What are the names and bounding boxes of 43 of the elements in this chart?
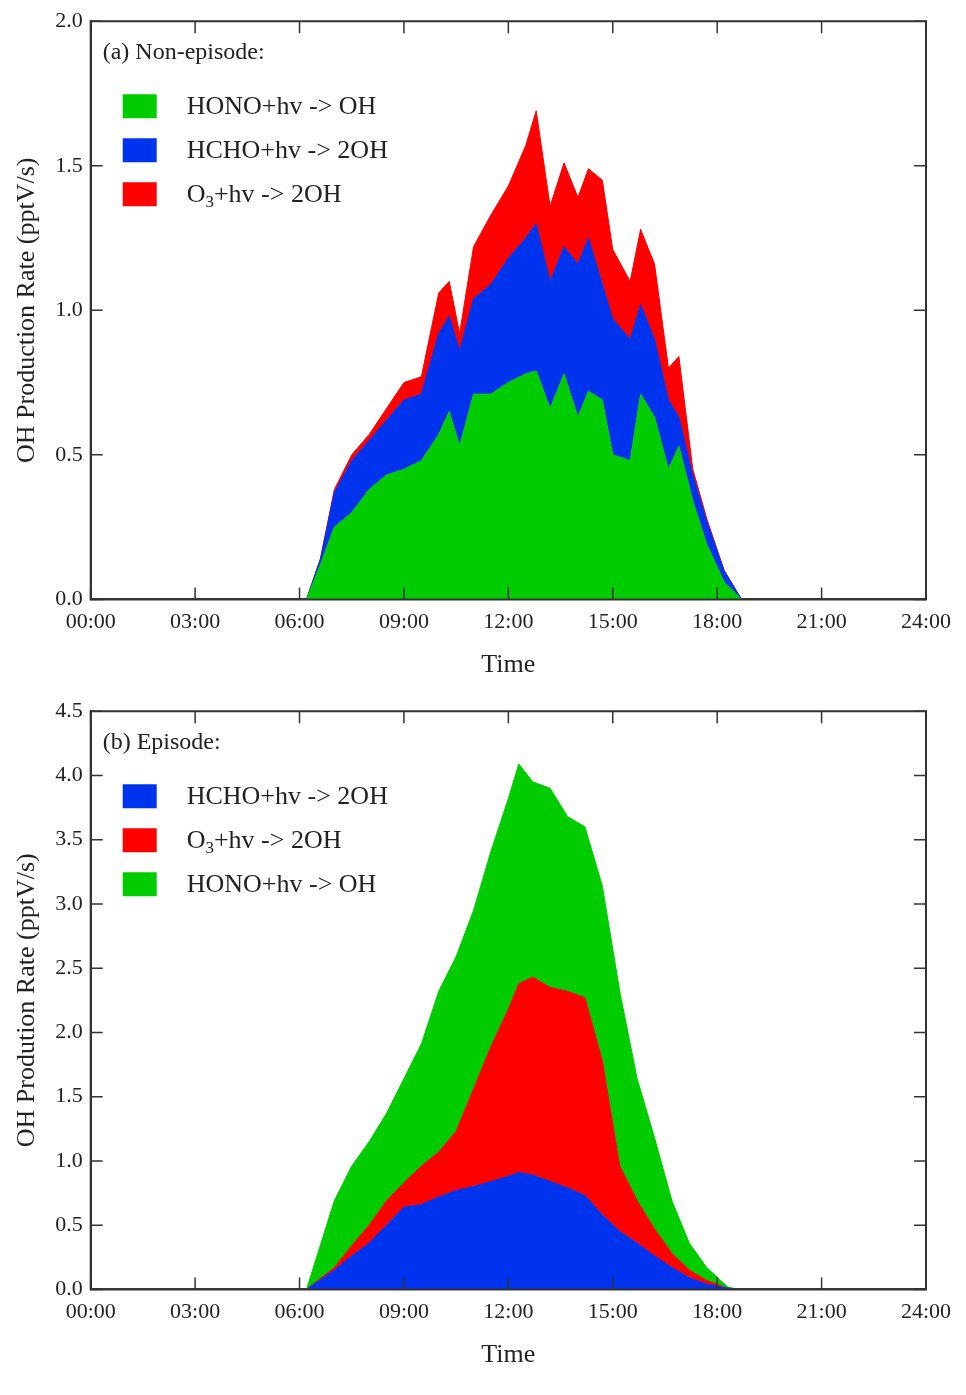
x-tick-label: 24:00 — [900, 1298, 952, 1324]
y-tick-label: 0.5 — [55, 440, 83, 466]
x-tick-label: 06:00 — [274, 608, 325, 634]
y-tick-label: 1.0 — [55, 296, 83, 322]
x-tick-label: 18:00 — [692, 608, 743, 634]
y-tick-label: 0.0 — [55, 585, 83, 611]
y-tick-label: 2.5 — [55, 953, 83, 979]
legend-label: HONO+hv -> OH — [186, 91, 377, 121]
text: (a) Non-episode: — [102, 38, 265, 65]
y-tick-label: 2.0 — [55, 1018, 83, 1044]
x-tick-label: 09:00 — [378, 1298, 429, 1324]
x-tick-label: 15:00 — [587, 608, 638, 634]
y-tick-label: 0.5 — [55, 1210, 83, 1236]
x-tick-label: 18:00 — [692, 1298, 743, 1324]
y-tick-label: 4.5 — [55, 696, 83, 722]
x-tick-label: 12:00 — [483, 1298, 534, 1324]
y-tick-label: 1.0 — [55, 1146, 83, 1172]
y-tick-label: 0.0 — [55, 1275, 83, 1301]
legend-label: HONO+hv -> OH — [186, 869, 377, 899]
x-tick-label: 06:00 — [274, 1298, 325, 1324]
y-tick-label: 2.0 — [55, 6, 83, 32]
x-tick-label: 24:00 — [900, 608, 952, 634]
x-tick-label: 21:00 — [796, 1298, 847, 1324]
y-axis-title: OH Production Rate (pptV/s) — [11, 157, 41, 464]
y-tick-label: 4.0 — [55, 761, 83, 787]
x-tick-label: 09:00 — [378, 608, 429, 634]
y-tick-label: 1.5 — [55, 151, 83, 177]
x-tick-label: 00:00 — [65, 608, 116, 634]
x-axis-title: Time — [481, 1339, 536, 1369]
x-axis-title: Time — [481, 649, 536, 679]
text: (b) Episode: — [102, 728, 221, 755]
x-tick-label: 03:00 — [170, 608, 221, 634]
y-tick-label: 3.0 — [55, 889, 83, 915]
y-axis-title: OH Prodution Rate (pptV/s) — [11, 853, 41, 1148]
x-tick-label: 00:00 — [65, 1298, 116, 1324]
x-tick-label: 21:00 — [796, 608, 847, 634]
y-tick-label: 1.5 — [55, 1082, 83, 1108]
x-tick-label: 15:00 — [587, 1298, 638, 1324]
legend-label: HCHO+hv -> 2OH — [186, 781, 389, 811]
legend-label: HCHO+hv -> 2OH — [186, 135, 389, 165]
x-tick-label: 12:00 — [483, 608, 534, 634]
x-tick-label: 03:00 — [170, 1298, 221, 1324]
y-tick-label: 3.5 — [55, 825, 83, 851]
